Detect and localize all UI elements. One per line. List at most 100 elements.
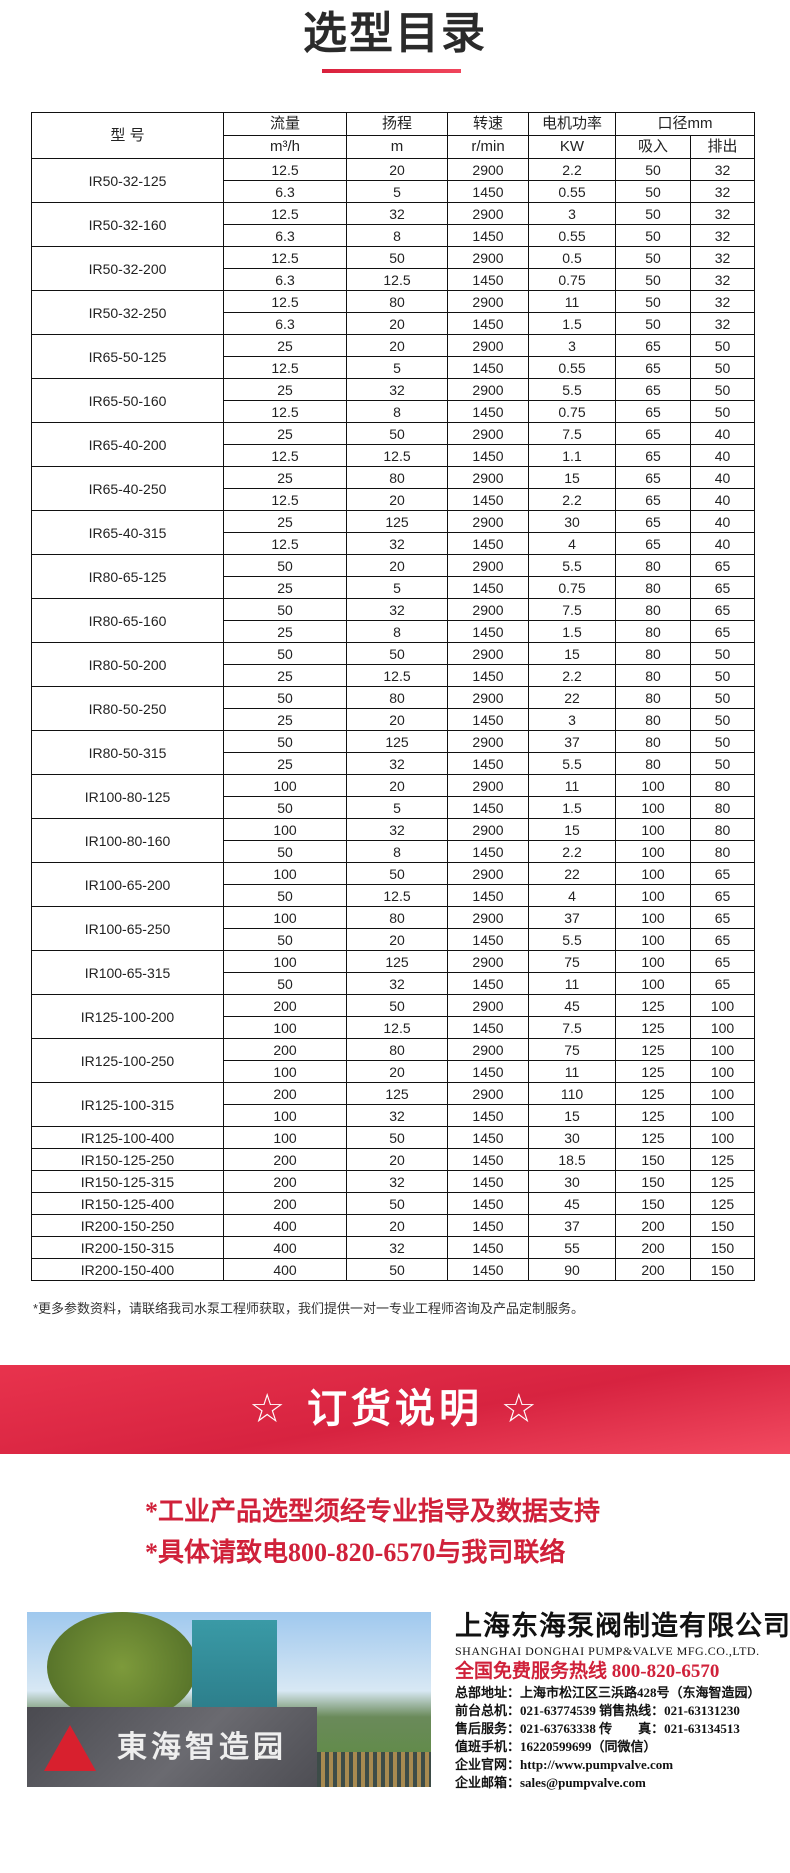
value-cell: 125 <box>615 1104 691 1127</box>
value-cell: 12.5 <box>223 488 347 511</box>
unit-flow: m³/h <box>223 135 347 159</box>
table-row: 100 12.5 1450 7.5 125 100 <box>32 1016 755 1039</box>
value-cell: 12.5 <box>346 884 448 907</box>
table-row: IR50-32-250 12.5 80 2900 11 50 32 <box>31 290 755 335</box>
value-cell: 50 <box>690 642 755 665</box>
value-cell: 1.1 <box>528 444 616 467</box>
value-cell: 2900 <box>447 422 529 445</box>
value-cell: 1450 <box>447 1192 529 1215</box>
value-cell: 25 <box>223 378 347 401</box>
table-row: 6.3 20 1450 1.5 50 32 <box>32 312 755 335</box>
info-mobile: 值班手机：16220599699（同微信） <box>455 1739 657 1754</box>
value-cell: 65 <box>690 972 755 995</box>
table-row: 6.3 12.5 1450 0.75 50 32 <box>32 268 755 291</box>
value-cell: 80 <box>615 598 691 621</box>
model-cell: IR50-32-125 <box>31 158 224 203</box>
value-cell: 100 <box>615 840 691 863</box>
value-cell: 1450 <box>447 884 529 907</box>
value-cell: 65 <box>615 466 691 489</box>
value-cell: 11 <box>528 972 616 995</box>
value-cell: 65 <box>690 928 755 951</box>
value-cell: 50 <box>223 642 347 665</box>
value-cell: 80 <box>615 554 691 577</box>
value-cell: 25 <box>223 334 347 357</box>
header-speed: 转速 <box>447 112 529 136</box>
table-row: 6.3 8 1450 0.55 50 32 <box>32 224 755 247</box>
value-cell: 2.2 <box>528 664 616 687</box>
info-service-fax: 售后服务：021-63763338 传 真：021-63134513 <box>455 1721 740 1736</box>
value-cell: 400 <box>223 1236 347 1259</box>
value-cell: 20 <box>346 708 448 731</box>
value-cell: 2900 <box>447 334 529 357</box>
title-underline <box>322 69 461 73</box>
model-cell: IR50-32-250 <box>31 290 224 335</box>
value-cell: 50 <box>690 686 755 709</box>
value-cell: 1.5 <box>528 312 616 335</box>
value-cell: 65 <box>615 510 691 533</box>
value-cell: 100 <box>223 1104 347 1127</box>
value-cell: 32 <box>346 1170 448 1193</box>
value-cell: 80 <box>615 642 691 665</box>
value-cell: 50 <box>615 158 691 181</box>
table-row: IR80-65-125 50 20 2900 5.5 80 65 <box>31 554 755 599</box>
value-cell: 200 <box>615 1258 691 1281</box>
value-cell: 65 <box>615 356 691 379</box>
value-cell: 20 <box>346 312 448 335</box>
value-cell: 1450 <box>447 576 529 599</box>
value-cell: 2900 <box>447 202 529 225</box>
value-cell: 100 <box>223 950 347 973</box>
value-cell: 0.55 <box>528 180 616 203</box>
value-cell: 22 <box>528 686 616 709</box>
value-cell: 22 <box>528 862 616 885</box>
value-cell: 50 <box>615 268 691 291</box>
value-cell: 50 <box>690 334 755 357</box>
value-cell: 125 <box>615 1060 691 1083</box>
value-cell: 125 <box>615 1038 691 1061</box>
value-cell: 125 <box>615 1016 691 1039</box>
value-cell: 80 <box>615 752 691 775</box>
value-cell: 65 <box>690 950 755 973</box>
value-cell: 32 <box>690 224 755 247</box>
value-cell: 1450 <box>447 488 529 511</box>
value-cell: 2900 <box>447 510 529 533</box>
value-cell: 65 <box>615 400 691 423</box>
company-name-en: SHANGHAI DONGHAI PUMP&VALVE MFG.CO.,LTD. <box>455 1644 760 1658</box>
table-row: IR200-150-315 400 32 1450 55 200 150 <box>31 1236 755 1259</box>
table-row: IR150-125-400 200 50 1450 45 150 125 <box>31 1192 755 1215</box>
table-row: IR65-40-315 25 125 2900 30 65 40 <box>31 510 755 555</box>
model-cell: IR150-125-400 <box>31 1192 224 1215</box>
value-cell: 37 <box>528 730 616 753</box>
value-cell: 50 <box>223 598 347 621</box>
value-cell: 15 <box>528 818 616 841</box>
value-cell: 20 <box>346 928 448 951</box>
model-cell: IR125-100-250 <box>31 1038 224 1083</box>
model-cell: IR80-65-125 <box>31 554 224 599</box>
value-cell: 0.55 <box>528 224 616 247</box>
table-row: 50 20 1450 5.5 100 65 <box>32 928 755 951</box>
value-cell: 8 <box>346 400 448 423</box>
table-row: IR65-40-200 25 50 2900 7.5 65 40 <box>31 422 755 467</box>
order-line-2: *具体请致电800-820-6570与我司联络 <box>145 1538 566 1567</box>
value-cell: 100 <box>223 862 347 885</box>
value-cell: 20 <box>346 488 448 511</box>
value-cell: 7.5 <box>528 422 616 445</box>
value-cell: 2.2 <box>528 488 616 511</box>
value-cell: 32 <box>690 246 755 269</box>
value-cell: 100 <box>223 818 347 841</box>
value-cell: 2900 <box>447 642 529 665</box>
table-row: IR80-65-160 50 32 2900 7.5 80 65 <box>31 598 755 643</box>
value-cell: 32 <box>346 202 448 225</box>
value-cell: 12.5 <box>223 158 347 181</box>
info-website[interactable]: 企业官网：http://www.pumpvalve.com <box>455 1757 674 1772</box>
value-cell: 200 <box>615 1236 691 1259</box>
value-cell: 65 <box>615 334 691 357</box>
table-row: IR150-125-315 200 32 1450 30 150 125 <box>31 1170 755 1193</box>
value-cell: 1450 <box>447 532 529 555</box>
value-cell: 65 <box>690 576 755 599</box>
value-cell: 75 <box>528 1038 616 1061</box>
info-email[interactable]: 企业邮箱：sales@pumpvalve.com <box>455 1775 646 1790</box>
value-cell: 1450 <box>447 444 529 467</box>
model-cell: IR150-125-250 <box>31 1148 224 1171</box>
value-cell: 32 <box>690 180 755 203</box>
table-row: 25 32 1450 5.5 80 50 <box>32 752 755 775</box>
